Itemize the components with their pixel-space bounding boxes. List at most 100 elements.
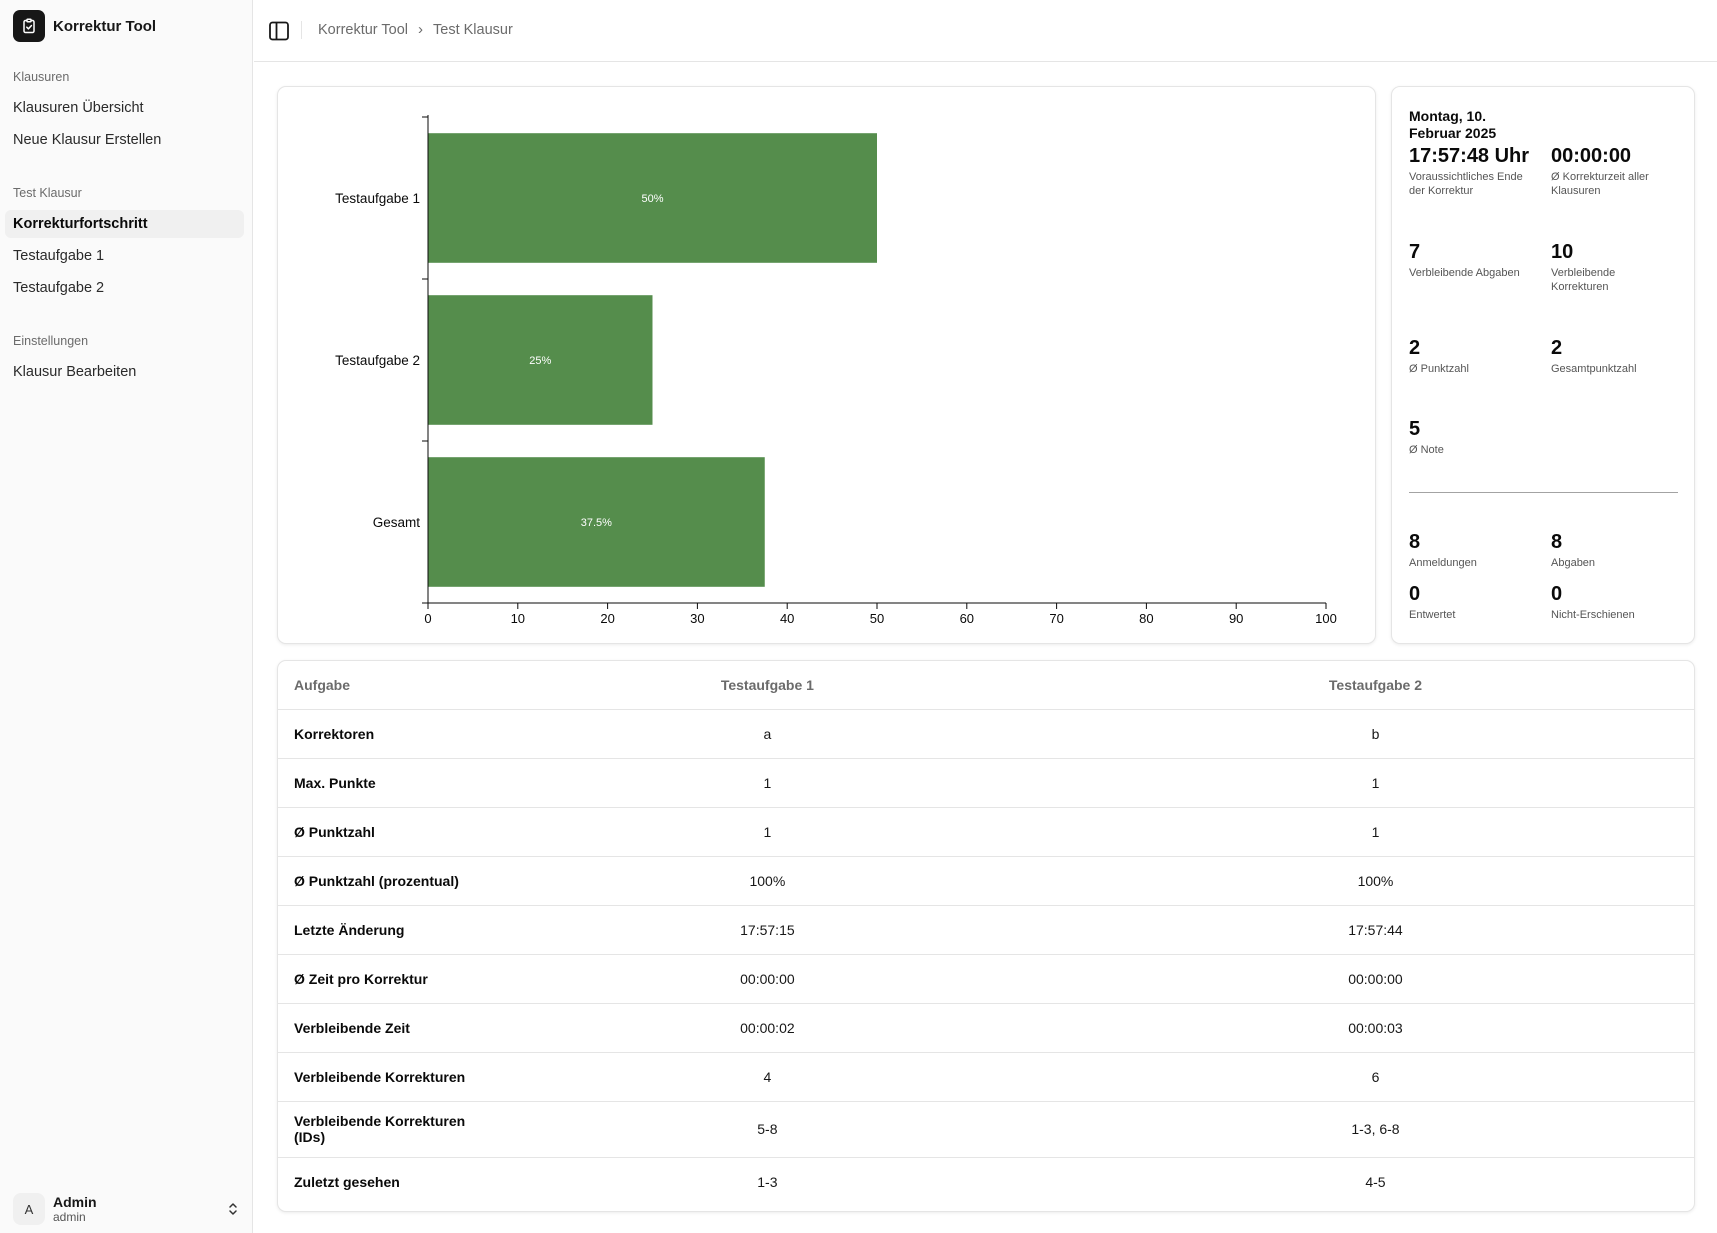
stat-avg-time-all-label: Ø Korrekturzeit aller Klausuren	[1551, 171, 1649, 197]
table-row: Letzte Änderung 17:57:15 17:57:44	[278, 905, 1694, 955]
chart-data-label: 25%	[529, 355, 551, 367]
chart-x-tick-label: 10	[511, 611, 525, 626]
table-header: Testaufgabe 2	[1056, 661, 1694, 710]
stat-avg-grade-value: 5	[1409, 418, 1421, 440]
stat-avg-points-label: Ø Punktzahl	[1409, 363, 1469, 375]
stat-no-show-value: 0	[1551, 583, 1563, 605]
chart-bar	[428, 295, 653, 425]
stat-submissions-label: Abgaben	[1551, 557, 1596, 569]
table-row: Verbleibende Korrekturen 4 6	[278, 1052, 1694, 1102]
sidebar-item-testaufgabe-2[interactable]: Testaufgabe 2	[13, 280, 105, 296]
stat-invalidated: 0 Entwertet	[1409, 582, 1539, 622]
user-login: admin	[53, 1210, 86, 1224]
table-row: Verbleibende Zeit 00:00:02 00:00:03	[278, 1003, 1694, 1053]
table-row-label: Verbleibende Korrekturen (IDs)	[278, 1101, 478, 1158]
brand[interactable]: Korrektur Tool	[13, 10, 156, 42]
task-table: Aufgabe Testaufgabe 1 Testaufgabe 2 Korr…	[278, 661, 1694, 1206]
table-cell: 00:00:02	[477, 1003, 1057, 1053]
table-row: Verbleibende Korrekturen (IDs) 5-8 1-3, …	[278, 1101, 1694, 1158]
table-cell: 100%	[1056, 856, 1694, 906]
table-header: Testaufgabe 1	[477, 661, 1057, 710]
table-cell: 100%	[477, 856, 1057, 906]
breadcrumb: Korrektur Tool › Test Klausur	[318, 21, 513, 38]
chart-data-label: 50%	[641, 193, 663, 205]
sidebar-item-testaufgabe-1[interactable]: Testaufgabe 1	[13, 248, 105, 264]
chart-x-tick-label: 80	[1139, 611, 1153, 626]
clipboard-check-icon	[13, 10, 45, 42]
chart-x-tick-label: 30	[690, 611, 704, 626]
stat-avg-points-value: 2	[1409, 337, 1421, 359]
stat-remaining-corrections: 10 Verbleibende Korrekturen	[1551, 240, 1661, 294]
table-row: Zuletzt gesehen 1-3 4-5	[278, 1157, 1694, 1206]
chevrons-up-down-icon	[229, 1203, 237, 1215]
table-row-label: Ø Punktzahl	[278, 807, 478, 857]
table-row: Max. Punkte 1 1	[278, 758, 1694, 808]
stat-avg-grade: 5 Ø Note	[1409, 417, 1539, 457]
chart-x-tick-label: 60	[960, 611, 974, 626]
user-menu[interactable]: A Admin admin	[13, 1190, 241, 1228]
table-cell: 1	[1056, 807, 1694, 857]
table-row-label: Korrektoren	[278, 709, 478, 759]
stat-total-points-value: 2	[1551, 337, 1563, 359]
chart-x-tick-label: 20	[600, 611, 614, 626]
table-row-label: Zuletzt gesehen	[294, 1173, 400, 1190]
stat-end-time-label: Voraussichtliches Ende der Korrektur	[1409, 171, 1523, 197]
table-header-row: Aufgabe Testaufgabe 1 Testaufgabe 2	[278, 661, 1694, 710]
stat-remaining-submissions-value: 7	[1409, 241, 1421, 263]
table-row-label: Ø Punktzahl (prozentual)	[278, 856, 478, 906]
chevron-right-icon: ›	[418, 21, 423, 38]
sidebar-item-korrekturfortschritt[interactable]: Korrekturfortschritt	[5, 210, 244, 238]
table-cell: 1-3	[757, 1173, 778, 1190]
chart-x-tick-label: 0	[424, 611, 431, 626]
stat-submissions-value: 8	[1551, 531, 1563, 553]
breadcrumb-current: Test Klausur	[433, 21, 513, 38]
sidebar-item-neue-klausur[interactable]: Neue Klausur Erstellen	[13, 132, 162, 148]
table-cell: a	[477, 709, 1057, 759]
table-cell: b	[1056, 709, 1694, 759]
stats-card: Montag, 10. Februar 2025 17:57:48 Uhr Vo…	[1391, 86, 1695, 644]
nav-group-label-klausuren: Klausuren	[13, 70, 70, 84]
task-table-card: Aufgabe Testaufgabe 1 Testaufgabe 2 Korr…	[277, 660, 1695, 1212]
sidebar-item-klausuren-uebersicht[interactable]: Klausuren Übersicht	[13, 100, 144, 116]
chart-x-tick-label: 90	[1229, 611, 1243, 626]
stat-registrations-label: Anmeldungen	[1409, 557, 1477, 569]
table-header: Aufgabe	[278, 661, 478, 710]
table-cell: 6	[1056, 1052, 1694, 1102]
table-row-label: Verbleibende Zeit	[278, 1003, 478, 1053]
sidebar: Korrektur Tool Klausuren Klausuren Übers…	[0, 0, 253, 1233]
stat-remaining-submissions: 7 Verbleibende Abgaben	[1409, 240, 1539, 280]
stat-registrations: 8 Anmeldungen	[1409, 530, 1539, 570]
table-cell: 4	[477, 1052, 1057, 1102]
sidebar-item-klausur-bearbeiten[interactable]: Klausur Bearbeiten	[13, 364, 137, 380]
chart-x-tick-label: 100	[1315, 611, 1337, 626]
stat-no-show: 0 Nicht-Erschienen	[1551, 582, 1681, 622]
stat-remaining-corrections-label: Verbleibende Korrekturen	[1551, 267, 1616, 293]
sidebar-toggle-icon[interactable]	[267, 19, 291, 43]
table-cell: 1-3, 6-8	[1056, 1101, 1694, 1158]
table-row-label: Verbleibende Korrekturen	[278, 1052, 478, 1102]
table-row: Ø Punktzahl 1 1	[278, 807, 1694, 857]
table-cell: 1	[1056, 758, 1694, 808]
progress-chart-card: 50% Testaufgabe 1 25% Testaufgabe 2 37.5% Ges…	[277, 86, 1376, 644]
breadcrumb-root[interactable]: Korrektur Tool	[318, 21, 408, 38]
chart-x-tick-label: 50	[870, 611, 884, 626]
stat-no-show-label: Nicht-Erschienen	[1551, 609, 1635, 621]
table-row: Ø Zeit pro Korrektur 00:00:00 00:00:00	[278, 954, 1694, 1004]
stat-total-points: 2 Gesamtpunktzahl	[1551, 336, 1681, 376]
table-row-label: Max. Punkte	[278, 758, 478, 808]
stat-remaining-corrections-value: 10	[1551, 241, 1574, 263]
chart-bar	[428, 133, 877, 263]
table-cell: 00:00:00	[1056, 954, 1694, 1004]
table-cell: 17:57:15	[477, 905, 1057, 955]
nav-group-label-test-klausur: Test Klausur	[13, 186, 82, 200]
stat-submissions: 8 Abgaben	[1551, 530, 1681, 570]
top-bar: Korrektur Tool › Test Klausur	[254, 0, 1717, 62]
table-row: Korrektoren a b	[278, 709, 1694, 759]
app-name: Korrektur Tool	[53, 17, 157, 35]
stat-registrations-value: 8	[1409, 531, 1421, 553]
chart-x-tick-label: 40	[780, 611, 794, 626]
header-divider	[301, 21, 302, 39]
chart-category-label: Testaufgabe 1	[335, 191, 420, 206]
table-row-label: Ø Zeit pro Korrektur	[278, 954, 478, 1004]
stat-avg-time-all: 00:00:00 Ø Korrekturzeit aller Klausuren	[1551, 144, 1681, 198]
